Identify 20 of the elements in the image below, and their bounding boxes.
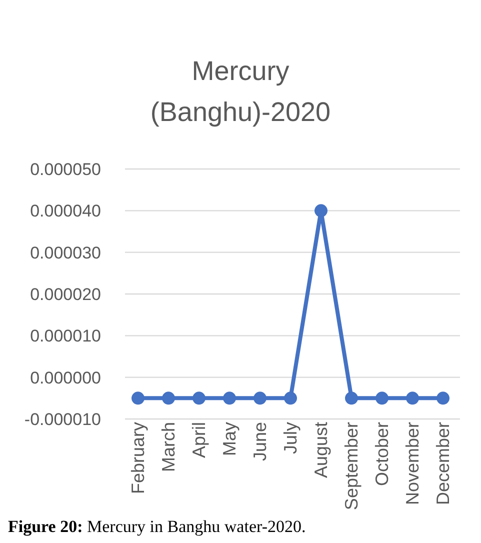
x-tick-label: September	[342, 422, 362, 510]
x-tick-label: June	[250, 422, 270, 462]
x-tick-label: November	[402, 422, 422, 506]
y-tick-label: 0.000020	[30, 285, 101, 304]
y-tick-label: 0.000000	[30, 368, 101, 388]
x-tick-label: March	[158, 422, 178, 472]
x-tick-label: February	[128, 422, 148, 494]
chart-title: Mercury (Banghu)-2020	[149, 55, 332, 129]
y-tick-label: -0.000010	[24, 410, 101, 430]
x-tick-label: October	[372, 422, 392, 486]
x-tick-label: December	[433, 422, 453, 506]
x-tick-label: May	[220, 422, 240, 456]
y-tick-label: 0.000040	[30, 202, 101, 221]
caption: Figure 20: Mercury in Banghu water-2020.	[8, 517, 306, 536]
y-tick-label: 0.000030	[30, 243, 101, 262]
x-tick-label: July	[280, 422, 300, 454]
y-tick-label: 0.000050	[30, 160, 101, 180]
y-tick-label: 0.000010	[30, 326, 101, 346]
x-tick-label: August	[311, 422, 331, 478]
x-tick-label: April	[189, 422, 209, 458]
